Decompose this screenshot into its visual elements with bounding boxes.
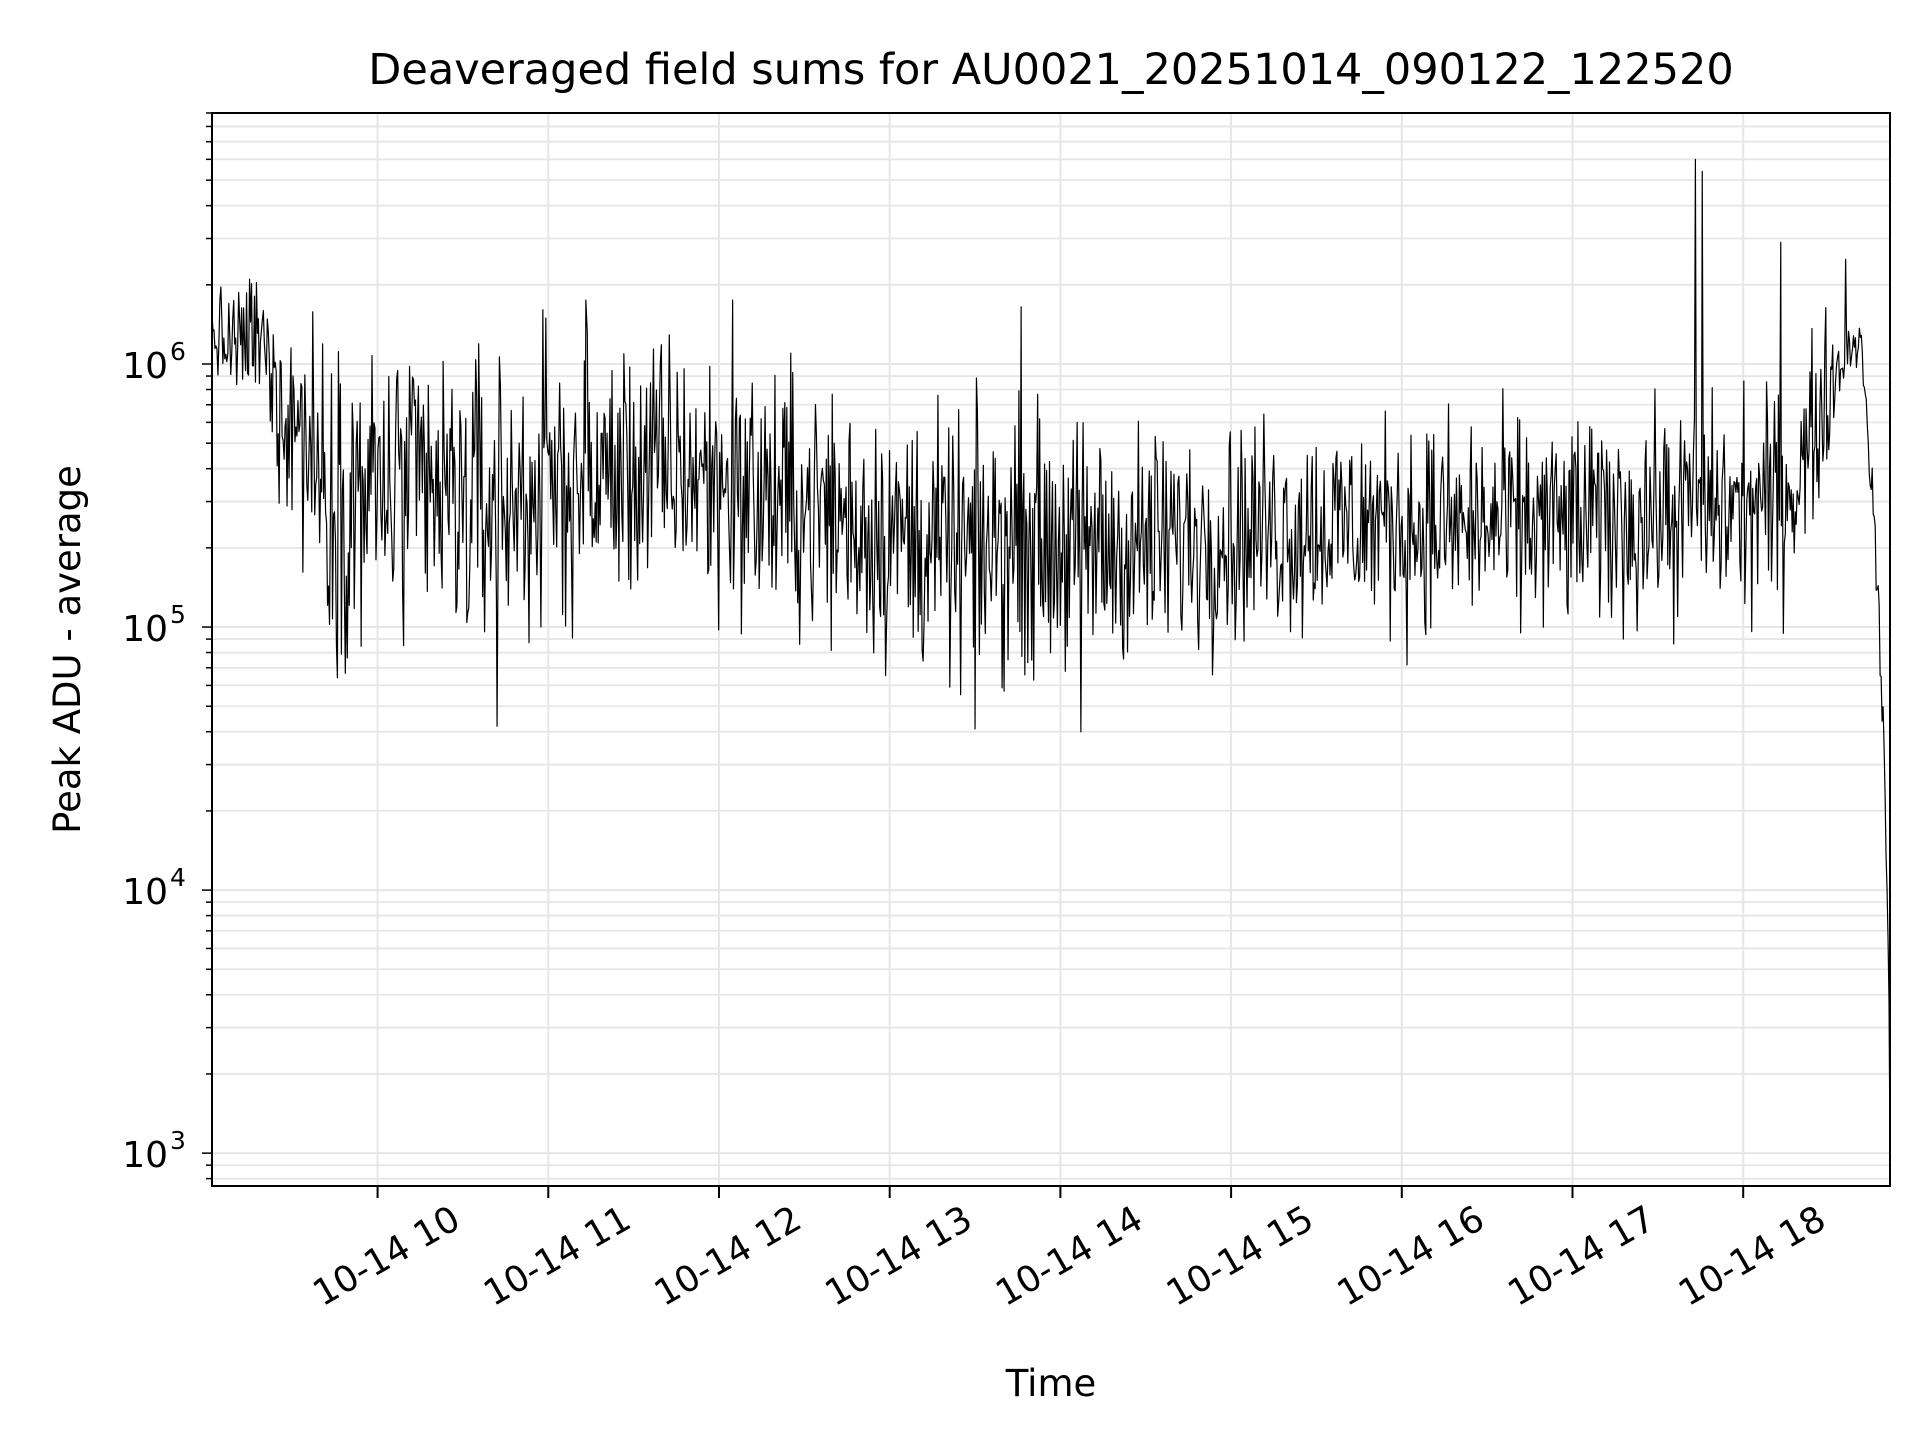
y-tick-label-exponent: 5 (170, 600, 186, 629)
chart-title: Deaveraged field sums for AU0021_2025101… (368, 45, 1733, 95)
x-tick-label: 10-14 15 (1160, 1198, 1321, 1314)
y-tick-label-exponent: 3 (170, 1126, 186, 1155)
y-axis-label: Peak ADU - average (46, 465, 89, 834)
x-tick-label: 10-14 10 (306, 1198, 467, 1314)
y-tick-label: 10 (122, 872, 168, 913)
x-tick-label: 10-14 12 (648, 1198, 809, 1314)
plot-area (211, 112, 1891, 1187)
y-tick-label: 10 (122, 1135, 168, 1176)
x-tick-label: 10-14 16 (1331, 1198, 1492, 1314)
x-tick-label: 10-14 13 (819, 1198, 980, 1314)
y-tick-label: 10 (122, 609, 168, 650)
x-tick-label: 10-14 17 (1501, 1198, 1662, 1314)
y-tick-label: 10 (122, 346, 168, 387)
x-axis-label: Time (1005, 1362, 1097, 1405)
x-tick-label: 10-14 18 (1672, 1198, 1833, 1314)
data-series (211, 158, 1891, 1186)
y-tick-label-exponent: 4 (170, 863, 186, 892)
x-tick-label: 10-14 11 (477, 1198, 638, 1314)
series-line (211, 158, 1891, 1186)
y-tick-label-exponent: 6 (170, 337, 186, 366)
axis-ticks: 10-14 10 10-14 11 10-14 12 10-14 13 10-14 14… (122, 112, 1833, 1315)
x-tick-label: 10-14 14 (989, 1198, 1150, 1314)
